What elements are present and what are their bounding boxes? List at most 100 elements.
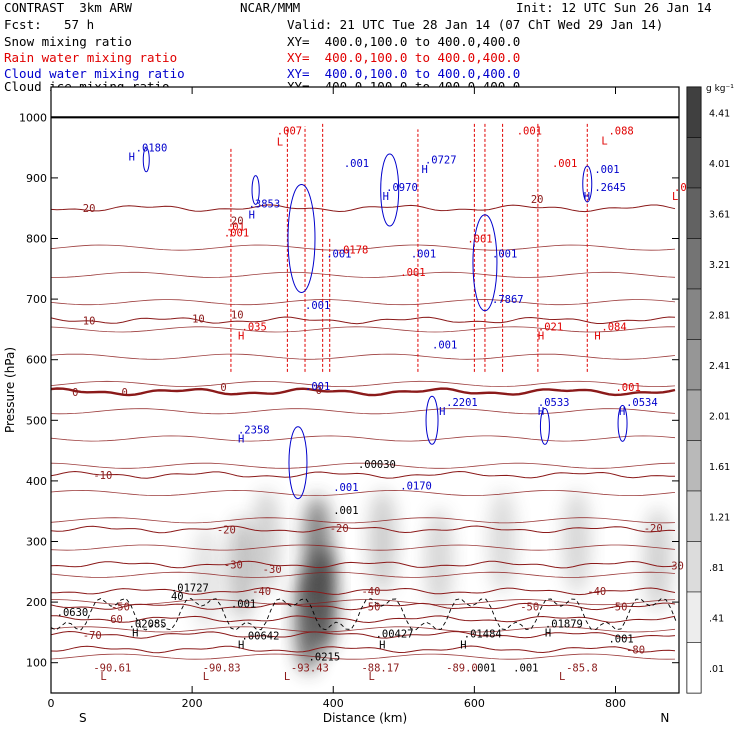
contour-label: .0178 (337, 244, 369, 256)
contour-label: H (238, 433, 244, 445)
snow-shade-blob (227, 516, 256, 621)
y-axis-label: Pressure (hPa) (3, 347, 17, 433)
contour-label: H (594, 330, 600, 342)
isotherm-line (51, 380, 676, 387)
colorbar-swatch (686, 187, 702, 239)
cloud-water-contour (472, 214, 498, 312)
isotherm-line (51, 599, 676, 606)
isotherm-line (51, 630, 676, 639)
snow-shade-blob (303, 495, 332, 600)
isotherm-line (51, 299, 676, 306)
contour-label: .007 (277, 126, 302, 138)
field-xy-snow: XY= 400.0,100.0 to 400.0,400.0 (287, 34, 521, 49)
init-time: Init: 12 UTC Sun 26 Jan 14 (516, 0, 712, 15)
y-tick-label: 700 (26, 293, 47, 306)
y-tick-label: 500 (26, 414, 47, 427)
contour-label: H (538, 406, 544, 418)
isotherm-line (51, 353, 676, 360)
contour-label: H (421, 164, 427, 176)
y-tick-label: 300 (26, 536, 47, 549)
contour-label: L (100, 671, 106, 683)
contour-label: .035 (242, 321, 267, 333)
contour-label: .001 (467, 234, 492, 246)
contour-label: .2358 (238, 424, 270, 436)
contour-label: .00642 (242, 630, 280, 642)
contour-label: -30 (263, 564, 282, 576)
model-title: CONTRAST 3km ARW (4, 0, 132, 15)
isotherm-label: -70 (83, 630, 102, 642)
isotherm-line (51, 544, 676, 551)
snow-shade-blob (562, 489, 591, 594)
isotherm-label: -40 (252, 586, 271, 598)
contour-label: .0630 (57, 607, 89, 619)
snow-shade-blob (643, 507, 672, 612)
colorbar-unit-label: g kg⁻¹ (706, 84, 734, 94)
contour-label: .02085 (129, 618, 167, 630)
plot-content (51, 116, 679, 673)
isotherm-line (51, 271, 676, 278)
contour-label: H (538, 330, 544, 342)
colorbar-swatch (686, 389, 702, 441)
isotherm-label: -10 (93, 470, 112, 482)
colorbar-swatch (686, 591, 702, 643)
contour-label: L (277, 137, 283, 149)
contour-label: H (619, 406, 625, 418)
isotherm-label: 0 (72, 387, 78, 399)
field-name-cloud-water: Cloud water mixing ratio (4, 66, 185, 81)
x-axis-label: Distance (km) (323, 711, 407, 725)
contour-label: .001 (615, 382, 640, 394)
cloud-ice-contour (51, 597, 677, 631)
isotherm-line (51, 204, 676, 213)
y-tick-label: 200 (26, 596, 47, 609)
isotherm-line (51, 560, 676, 569)
contour-label: 0 (122, 387, 128, 399)
isotherm-line (51, 645, 676, 654)
colorbar-level-label: .81 (709, 563, 724, 574)
contour-label: -40 (587, 586, 606, 598)
contour-label: -90.83 (203, 663, 241, 675)
contour-label: .0970 (386, 182, 418, 194)
contour-label: .084 (601, 321, 626, 333)
contour-label: .001 (326, 249, 351, 261)
contour-label: H (379, 640, 385, 652)
cloud-water-contour (425, 395, 439, 445)
colorbar-swatch (686, 288, 702, 340)
contour-label: -89.0 (446, 663, 478, 675)
contour-label: .001 (224, 227, 249, 239)
contour-label: H (129, 152, 135, 164)
contour-label: -20 (330, 523, 349, 535)
colorbar-swatch (686, 642, 702, 694)
y-tick-label: 1000 (19, 111, 47, 124)
contour-label: -50 (608, 601, 627, 613)
contour-label: -93.43 (291, 663, 329, 675)
contour-label: .01879 (545, 618, 583, 630)
contour-label: 10 (192, 313, 205, 325)
isotherm-line (51, 462, 676, 469)
colorbar-swatch (686, 137, 702, 189)
isotherm-line (51, 489, 676, 497)
isotherm-line (51, 525, 676, 534)
contour-label: -20 (644, 523, 663, 535)
colorbar-level-label: 2.41 (709, 361, 730, 372)
y-tick-label: 800 (26, 233, 47, 246)
contour-label: .001 (333, 482, 358, 494)
isotherm-line (51, 517, 676, 524)
contour-label: .001 (552, 158, 577, 170)
colorbar-swatch (686, 339, 702, 391)
contour-label: -30 (665, 561, 684, 573)
isotherm-line (51, 587, 676, 596)
contour-label: .01727 (171, 583, 209, 595)
contour-label: H (584, 191, 590, 203)
contour-label: .001 (333, 505, 358, 517)
contour-label: -90.61 (93, 663, 131, 675)
isotherm-line (51, 435, 676, 442)
contour-label: .001 (594, 164, 619, 176)
contour-label: .0180 (136, 143, 168, 155)
contour-label: H (439, 406, 445, 418)
colorbar-level-label: 1.61 (709, 462, 730, 473)
contour-label: 40 (171, 591, 184, 603)
contour-label: .001 (471, 663, 496, 675)
organization-label: NCAR/MMM (240, 0, 301, 15)
